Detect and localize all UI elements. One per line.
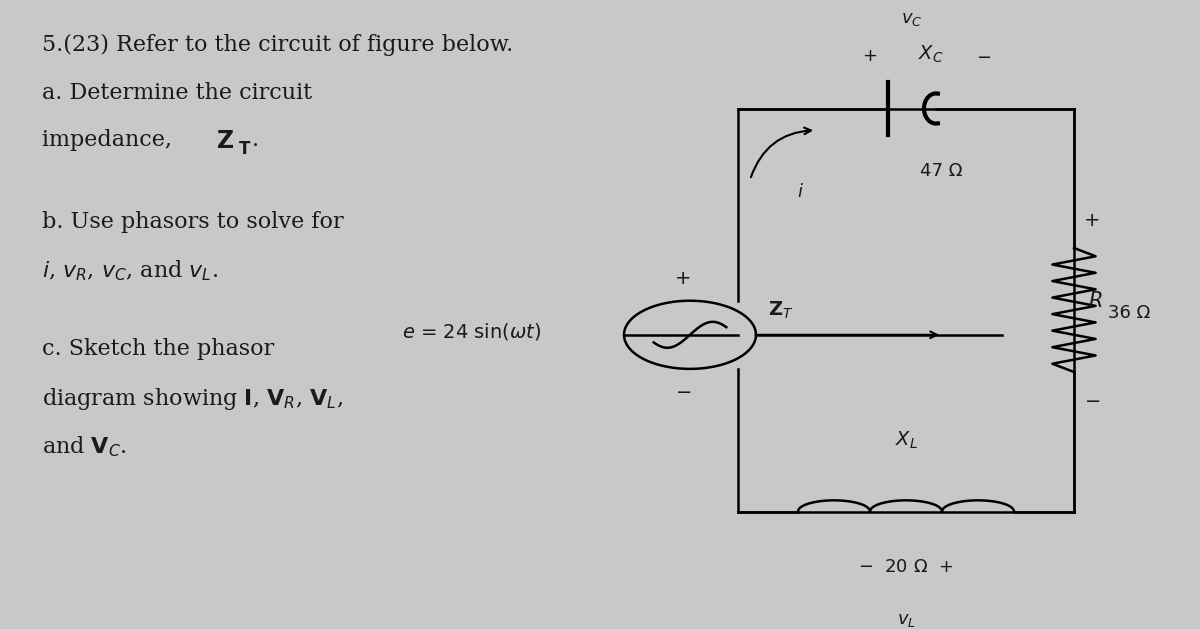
Text: $e$ = 24 sin($\omega t$): $e$ = 24 sin($\omega t$)	[402, 321, 541, 342]
Text: c. Sketch the phasor: c. Sketch the phasor	[42, 338, 275, 360]
Text: $R$: $R$	[1088, 291, 1103, 311]
Text: +: +	[676, 269, 691, 289]
Text: +: +	[863, 47, 877, 65]
Text: $v_L$: $v_L$	[896, 611, 916, 629]
Text: $-$  20 Ω  $+$: $-$ 20 Ω $+$	[858, 559, 954, 576]
Text: 47 Ω: 47 Ω	[920, 162, 962, 179]
Text: +: +	[1084, 211, 1100, 230]
Text: $\mathbf{T}$: $\mathbf{T}$	[238, 140, 251, 157]
Text: $\mathbf{Z}$$_T$: $\mathbf{Z}$$_T$	[768, 299, 793, 321]
Text: $-$: $-$	[1084, 391, 1100, 409]
Text: $v_C$: $v_C$	[901, 9, 923, 28]
Text: 36 Ω: 36 Ω	[1108, 304, 1150, 322]
Text: a. Determine the circuit: a. Determine the circuit	[42, 82, 312, 104]
Text: $-$: $-$	[676, 381, 691, 400]
Text: impedance,: impedance,	[42, 129, 179, 151]
Text: diagram showing $\mathbf{I}$, $\mathbf{V}$$_R$, $\mathbf{V}$$_L$,: diagram showing $\mathbf{I}$, $\mathbf{V…	[42, 386, 343, 411]
Text: $\mathbf{Z}$: $\mathbf{Z}$	[216, 129, 234, 153]
Text: $X_L$: $X_L$	[894, 430, 918, 451]
Text: $i$, $v_R$, $v_C$, and $v_L$.: $i$, $v_R$, $v_C$, and $v_L$.	[42, 259, 218, 283]
Text: and $\mathbf{V}$$_C$.: and $\mathbf{V}$$_C$.	[42, 434, 127, 459]
Text: 5.(23) Refer to the circuit of figure below.: 5.(23) Refer to the circuit of figure be…	[42, 34, 514, 56]
Text: $-$: $-$	[977, 47, 991, 65]
Text: b. Use phasors to solve for: b. Use phasors to solve for	[42, 211, 343, 233]
Text: $X_C$: $X_C$	[918, 43, 943, 65]
Text: .: .	[252, 129, 259, 151]
Text: $i$: $i$	[797, 183, 804, 201]
